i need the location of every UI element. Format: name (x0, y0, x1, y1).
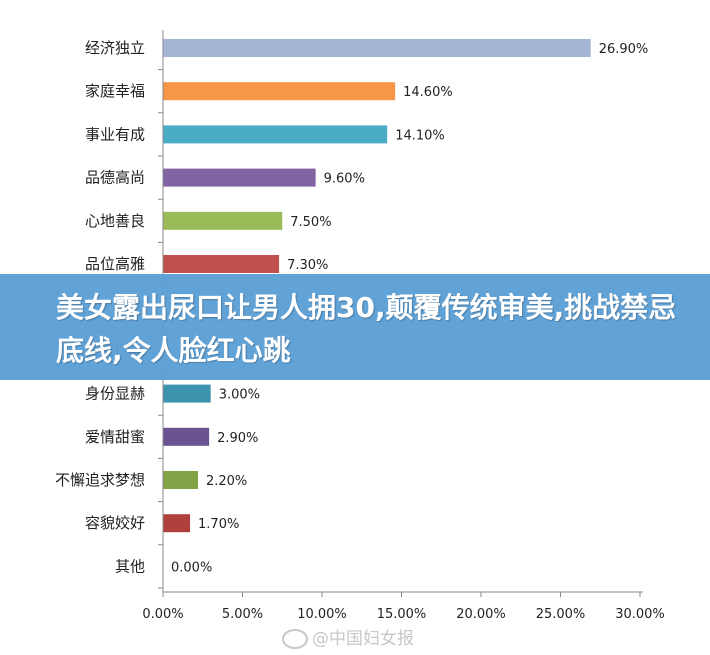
x-tick-label: 15.00% (377, 607, 427, 622)
bars (163, 39, 591, 533)
value-label: 2.20% (206, 474, 247, 489)
bar (163, 384, 211, 403)
bar (163, 125, 388, 144)
value-label: 14.10% (395, 128, 445, 143)
x-tick-label: 10.00% (297, 607, 347, 622)
bar (163, 39, 591, 57)
x-tick-label: 0.00% (142, 607, 183, 622)
value-label: 9.60% (324, 172, 365, 187)
value-label: 1.70% (198, 517, 239, 532)
weibo-icon (282, 629, 308, 649)
x-tick-label: 30.00% (615, 607, 665, 622)
category-label: 其他 (115, 557, 145, 575)
watermark: @中国妇女报 (282, 624, 414, 649)
headline-banner: 美女露出尿口让男人拥30,颠覆传统审美,挑战禁忌底线,令人脸红心跳 (0, 274, 710, 380)
category-label: 品德高尚 (85, 169, 145, 187)
category-label: 家庭幸福 (85, 82, 145, 100)
value-label: 0.00% (171, 560, 212, 575)
x-tick-label: 25.00% (536, 607, 586, 622)
value-label: 7.30% (287, 258, 328, 273)
category-label: 事业有成 (85, 125, 145, 143)
category-label: 不懈追求梦想 (55, 471, 145, 489)
value-label: 2.90% (217, 431, 258, 446)
bar (163, 514, 191, 533)
category-label: 心地善良 (85, 212, 145, 230)
watermark-text: @中国妇女报 (312, 629, 414, 649)
category-label: 爱情甜蜜 (85, 428, 145, 446)
headline-text: 美女露出尿口让男人拥30,颠覆传统审美,挑战禁忌底线,令人脸红心跳 (56, 291, 677, 367)
x-axis-ticks: 0.00% 5.00% 10.00% 15.00% 20.00% 25.00% 30.00% (142, 592, 665, 622)
value-label: 26.90% (599, 42, 649, 57)
bar (163, 427, 210, 446)
category-label: 经济独立 (85, 39, 145, 57)
bar (163, 255, 280, 273)
category-label: 容貌姣好 (85, 514, 145, 532)
x-tick-label: 5.00% (222, 607, 263, 622)
value-label: 7.50% (290, 215, 331, 230)
value-labels: 26.90% 14.60% 14.10% 9.60% 7.50% 7.30% 3.00% 2.… (171, 42, 648, 575)
bar (163, 211, 283, 230)
bar (163, 168, 316, 187)
category-label: 品位高雅 (85, 255, 145, 273)
category-label: 身份显赫 (85, 385, 145, 403)
category-labels: 经济独立家庭幸福事业有成品德高尚心地善良品位高雅孩交友广泛身份显赫爱情甜蜜不懈追… (55, 39, 163, 589)
bar (163, 471, 198, 489)
value-label: 3.00% (219, 388, 260, 403)
value-label: 14.60% (403, 85, 453, 100)
x-tick-label: 20.00% (456, 607, 506, 622)
bar (163, 82, 396, 101)
